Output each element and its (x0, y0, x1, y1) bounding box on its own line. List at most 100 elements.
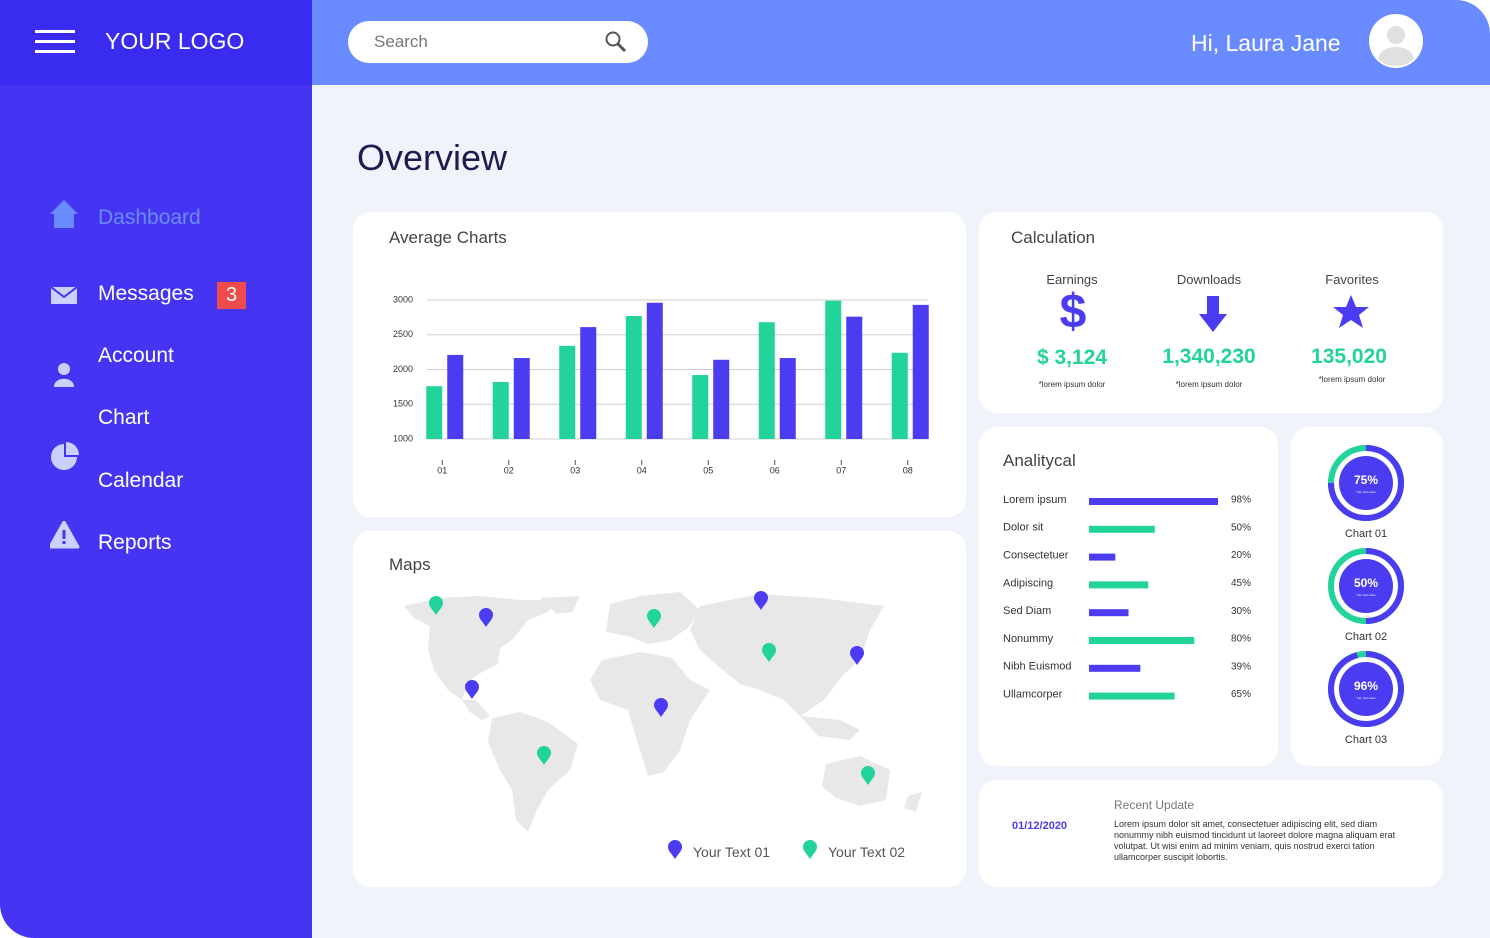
y-tick-label: 2500 (393, 329, 413, 339)
x-tick-label: 08 (903, 465, 913, 475)
warning-icon (50, 521, 80, 549)
menu-item[interactable]: Account (98, 344, 174, 367)
card-title: Maps (389, 555, 431, 574)
bar (1089, 553, 1116, 561)
donut-value: 50% (1354, 576, 1378, 590)
bar (1089, 637, 1195, 644)
map-pin (861, 766, 875, 785)
update-date: 01/12/2020 (1012, 820, 1068, 832)
star-icon (1333, 295, 1369, 328)
world-map (404, 592, 922, 832)
value-label: 80% (1231, 634, 1251, 645)
y-tick-label: 3000 (393, 294, 413, 304)
value-label: 50% (1231, 522, 1251, 533)
bar (692, 375, 709, 439)
map-pin (762, 643, 776, 662)
map-pin (850, 646, 864, 665)
map-pin (647, 609, 661, 628)
map-pin (803, 840, 817, 859)
stat-note: *lorem ipsum dolor (1318, 375, 1386, 384)
bar (1089, 498, 1218, 505)
bar (492, 382, 509, 439)
value-label: 98% (1231, 495, 1251, 506)
bar (846, 316, 863, 439)
bar (758, 322, 775, 439)
menu-button[interactable] (35, 30, 77, 54)
donut-arc (1365, 548, 1404, 624)
stat-value: 135,020 (1311, 345, 1387, 368)
stat-note: *lorem ipsum dolor (1175, 380, 1243, 389)
search-icon[interactable] (604, 30, 628, 54)
bar (1089, 692, 1175, 700)
x-tick-label: 03 (570, 465, 580, 475)
search-box[interactable] (348, 21, 648, 63)
card (979, 780, 1443, 887)
bar (779, 358, 796, 439)
bar-label: Adipiscing (1003, 577, 1053, 589)
stat-value: 1,340,230 (1162, 345, 1256, 368)
pie-icon (51, 442, 79, 470)
donut-sub: Your Text Here (1356, 490, 1376, 494)
map-pin (429, 596, 443, 615)
dollar-icon: $ (1060, 290, 1087, 338)
donut-caption: Chart 03 (1345, 734, 1387, 746)
bar (646, 302, 663, 439)
update-title: Recent Update (1114, 798, 1195, 812)
donut-sub: Your Text Here (1356, 593, 1376, 597)
account-icon (54, 363, 74, 387)
bar (1089, 581, 1149, 589)
bar (559, 345, 576, 439)
sidebar (0, 0, 312, 938)
y-tick-label: 1000 (393, 433, 413, 443)
x-tick-label: 07 (836, 465, 846, 475)
bar-label: Dolor sit (1003, 522, 1043, 534)
legend-label: Your Text 01 (693, 844, 771, 860)
value-label: 39% (1231, 661, 1251, 672)
value-label: 20% (1231, 550, 1251, 561)
x-tick-label: 06 (770, 465, 780, 475)
update-text: Lorem ipsum dolor sit amet, consectetuer… (1114, 819, 1396, 862)
bar (625, 315, 642, 439)
bar (912, 304, 929, 439)
donut-center (1339, 559, 1393, 613)
card-title: Analitycal (1003, 451, 1076, 470)
x-tick-label: 01 (437, 465, 447, 475)
home-icon (50, 200, 78, 228)
donut-center (1339, 456, 1393, 510)
avatar[interactable] (1368, 13, 1424, 69)
card-title: Calculation (1011, 228, 1096, 247)
stat-label: Earnings (1046, 272, 1098, 287)
map-pin (754, 591, 768, 610)
bar (447, 354, 464, 439)
menu-item[interactable]: Chart (98, 406, 150, 429)
y-tick-label: 1500 (393, 399, 413, 409)
bar-label: Ullamcorper (1003, 689, 1063, 701)
map-pin (668, 840, 682, 859)
menu-item[interactable]: Dashboard (98, 206, 201, 229)
menu-item[interactable]: Messages (98, 282, 194, 305)
y-tick-label: 2000 (393, 364, 413, 374)
value-label: 65% (1231, 689, 1251, 700)
value-label: 30% (1231, 606, 1251, 617)
map-pin (654, 698, 668, 717)
menu-item[interactable]: Reports (98, 531, 172, 554)
bar (713, 359, 730, 439)
map-pin (537, 746, 551, 765)
donut-arc (1328, 445, 1404, 521)
x-tick-label: 04 (637, 465, 647, 475)
menu-item[interactable]: Calendar (98, 469, 184, 492)
bar-label: Consectetuer (1003, 550, 1069, 562)
bar (426, 386, 443, 439)
donut-caption: Chart 01 (1345, 528, 1387, 540)
stat-label: Downloads (1176, 272, 1242, 287)
donut-arc (1328, 651, 1404, 727)
bar-label: Lorem ipsum (1003, 494, 1067, 506)
bar-label: Nonummy (1003, 633, 1054, 645)
bar (825, 300, 842, 439)
logo: YOUR LOGO (105, 28, 245, 54)
donut-sub: Your Text Here (1356, 696, 1376, 700)
bar (891, 352, 908, 439)
download-icon (1199, 296, 1227, 332)
